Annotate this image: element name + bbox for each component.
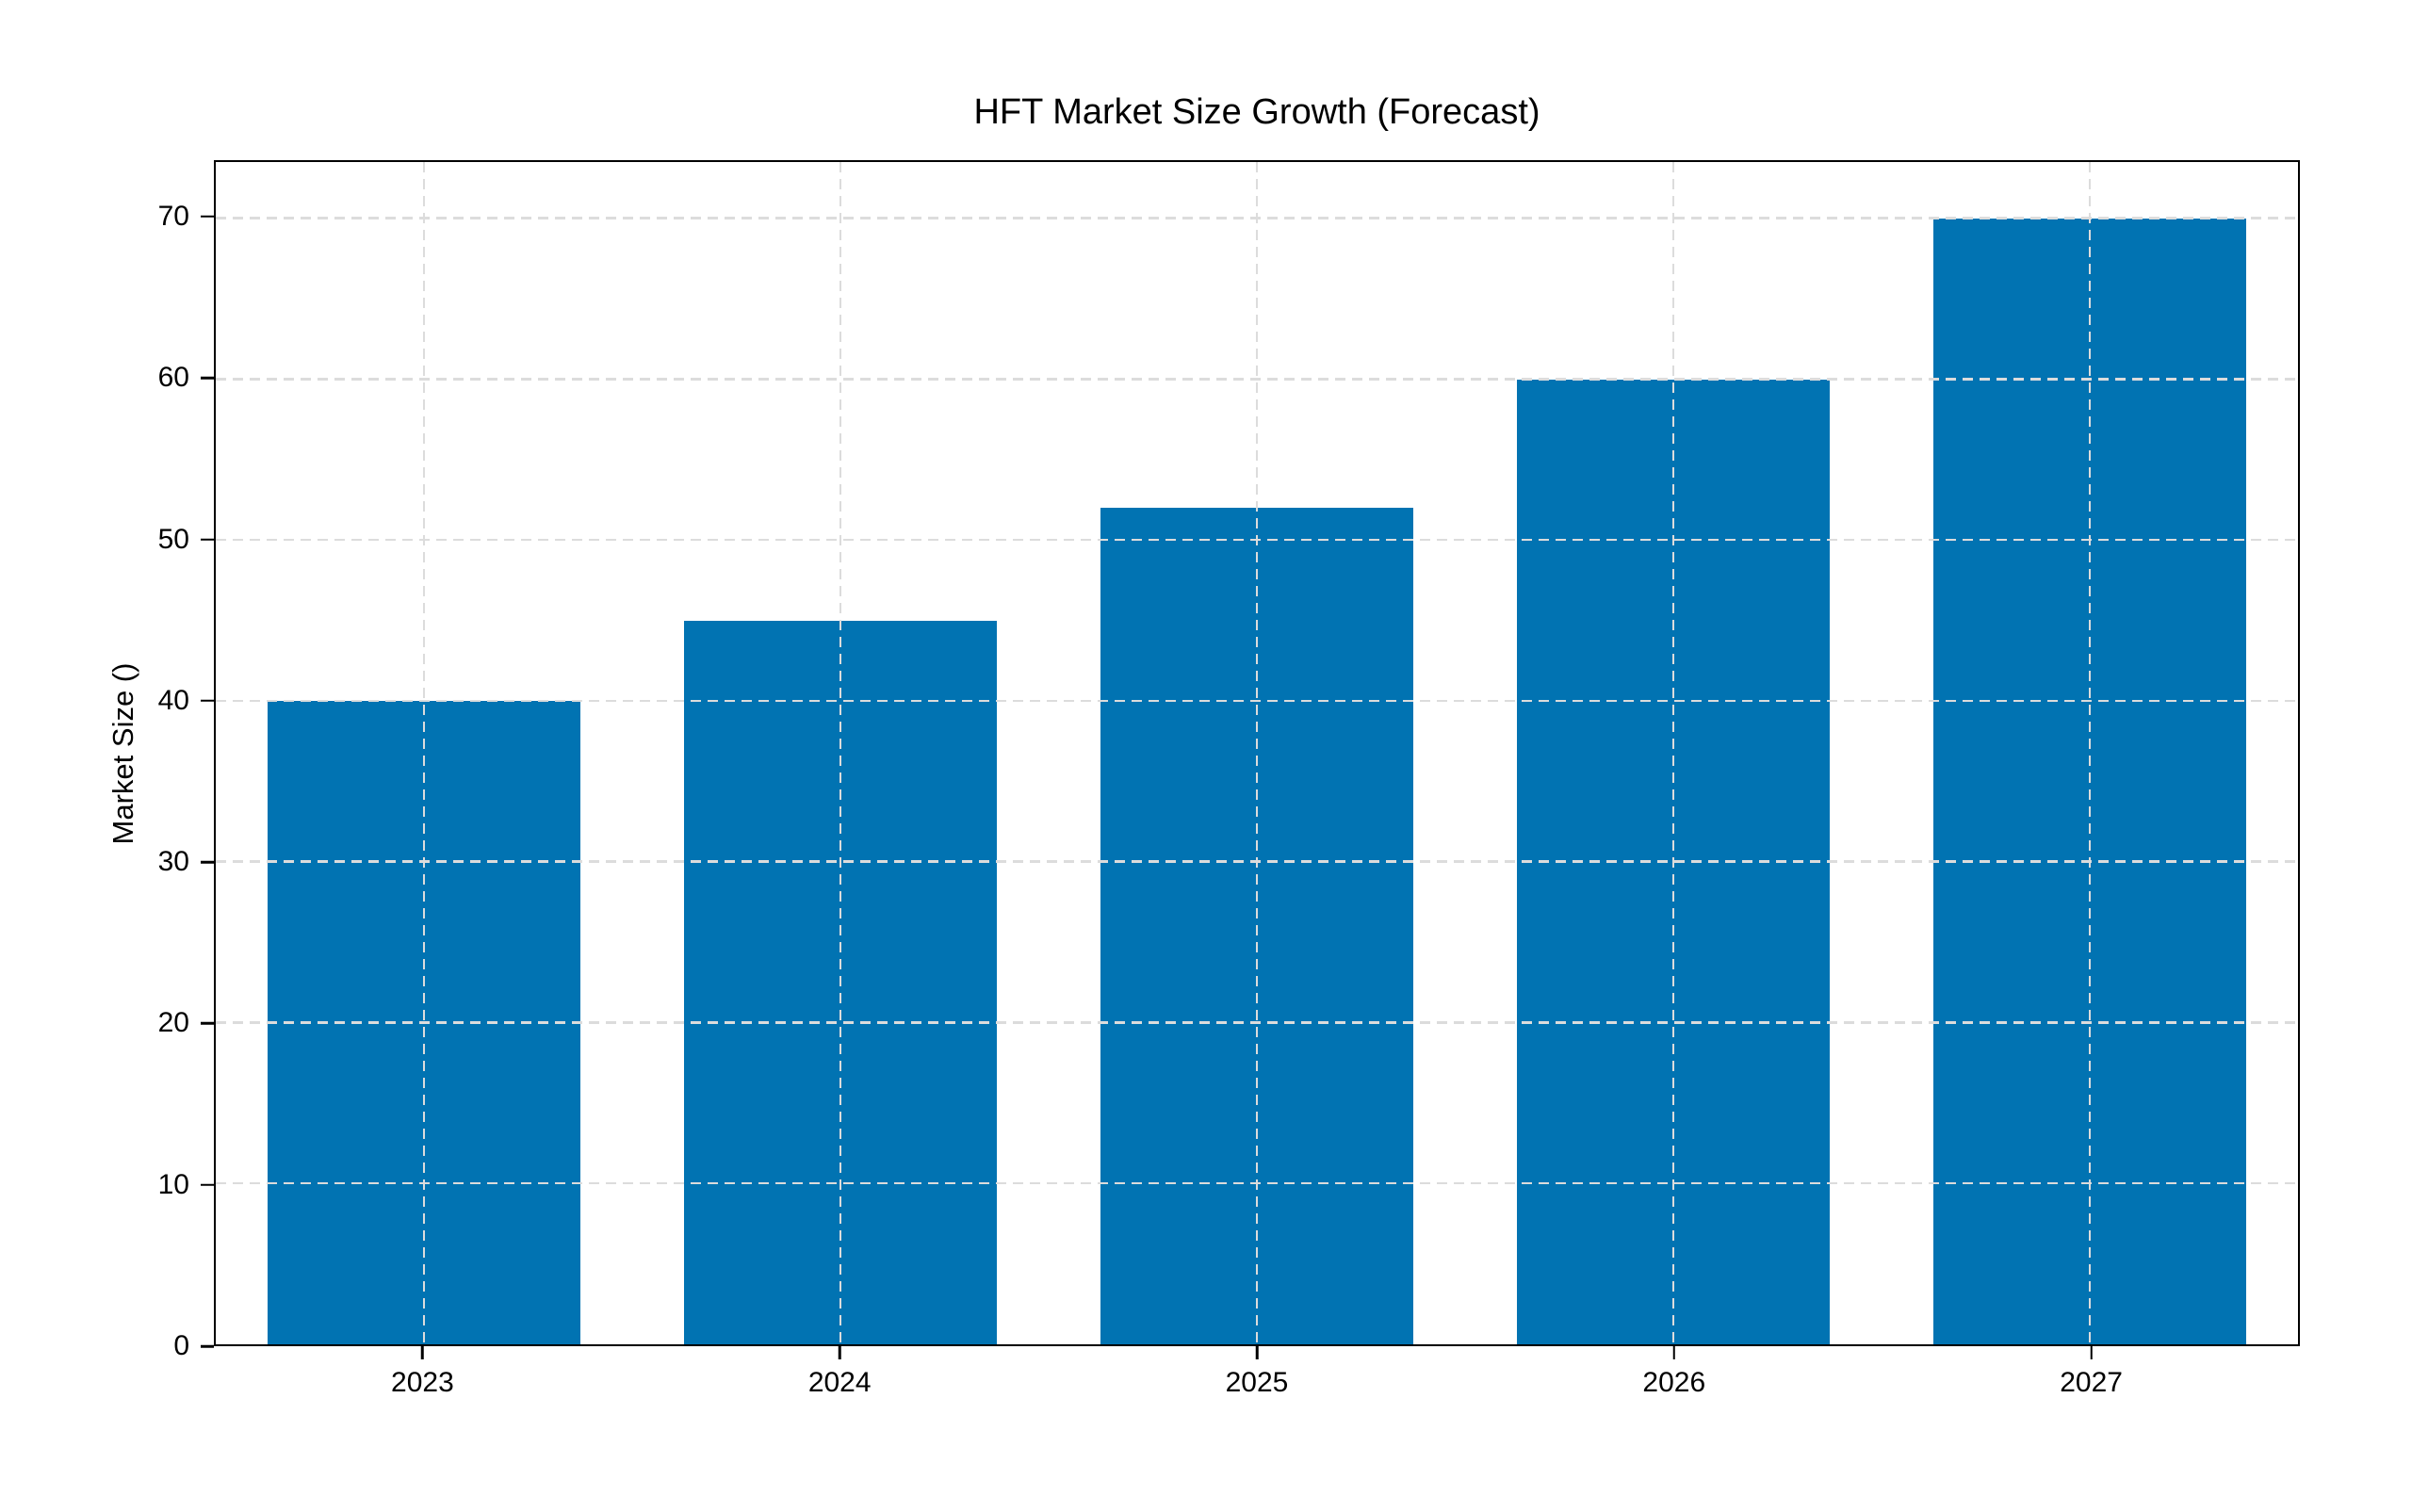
y-tick-mark-30 [201, 860, 214, 864]
y-tick-label-70: 70 [157, 200, 189, 232]
x-tick-mark-2027 [2090, 1346, 2093, 1359]
x-tick-label-2024: 2024 [807, 1367, 872, 1398]
x-tick-label-2023: 2023 [391, 1367, 454, 1398]
v-gridline-2024 [839, 162, 842, 1344]
v-gridline-2026 [1672, 162, 1675, 1344]
y-tick-label-50: 50 [157, 523, 189, 555]
v-gridline-2023 [423, 162, 426, 1344]
v-gridline-2027 [2089, 162, 2092, 1344]
x-tick-mark-2025 [1255, 1346, 1259, 1359]
y-tick-mark-50 [201, 538, 214, 541]
y-tick-label-20: 20 [157, 1007, 189, 1039]
x-tick-label-2027: 2027 [2060, 1367, 2123, 1398]
plot-area [214, 160, 2300, 1346]
y-tick-mark-70 [201, 215, 214, 219]
x-tick-mark-2023 [421, 1346, 424, 1359]
chart-title: HFT Market Size Growth (Forecast) [973, 92, 1540, 132]
y-tick-label-0: 0 [173, 1330, 189, 1361]
v-gridline-2025 [1256, 162, 1259, 1344]
y-tick-label-10: 10 [157, 1168, 189, 1200]
y-tick-mark-20 [201, 1022, 214, 1025]
y-tick-mark-40 [201, 699, 214, 703]
x-tick-label-2026: 2026 [1642, 1367, 1706, 1398]
y-tick-mark-0 [201, 1344, 214, 1348]
y-tick-mark-60 [201, 376, 214, 380]
x-tick-mark-2026 [1672, 1346, 1676, 1359]
y-tick-label-40: 40 [157, 684, 189, 716]
y-tick-label-60: 60 [157, 362, 189, 394]
x-tick-label-2025: 2025 [1225, 1367, 1289, 1398]
y-tick-mark-10 [201, 1183, 214, 1186]
y-tick-label-30: 30 [157, 846, 189, 878]
x-tick-mark-2024 [838, 1346, 841, 1359]
